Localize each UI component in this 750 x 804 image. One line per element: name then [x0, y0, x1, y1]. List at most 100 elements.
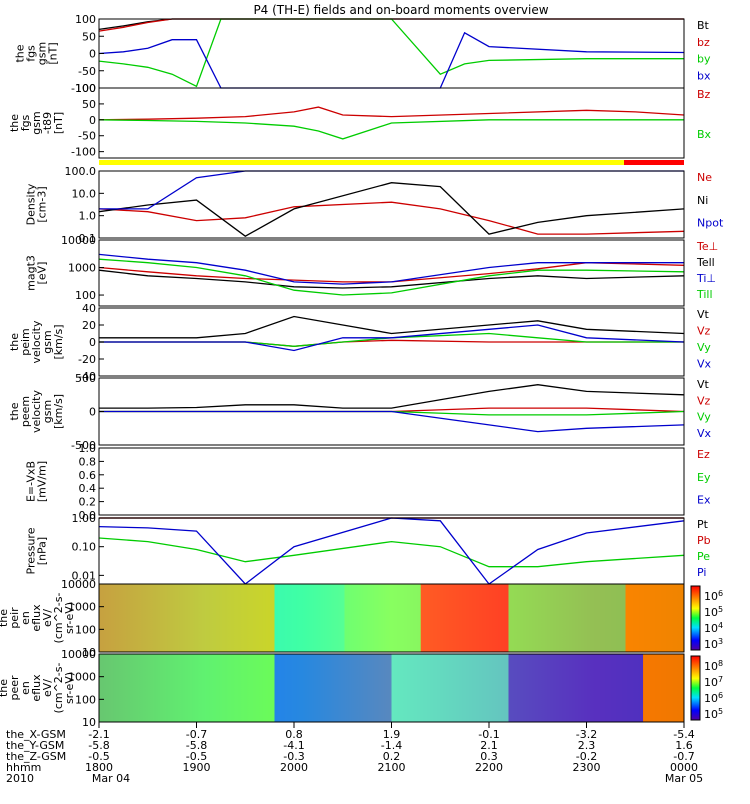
ytick-label: 100.0	[65, 165, 97, 178]
ytick-label: -50	[78, 65, 96, 78]
ytick-label: 100	[75, 289, 96, 302]
footer-value: 2300	[573, 761, 601, 774]
ylabel-line: Density	[25, 183, 38, 225]
colorbar-tick: 107	[704, 675, 723, 689]
ylabel-line: [km/s]	[52, 394, 65, 429]
footer-value: -0.2	[576, 750, 597, 763]
legend-Vy: Vy	[697, 411, 711, 424]
footer-value: -5.8	[186, 739, 207, 752]
series-line-Bx	[98, 119, 684, 140]
panel-6: 1.00.80.60.40.20.0 E=-VxB[mV/m] Ez Ey Ex	[25, 442, 711, 522]
ylabel-line: Pressure	[25, 527, 38, 574]
legend-Ne: Ne	[697, 171, 712, 184]
legend-Pi: Pi	[697, 566, 706, 579]
spectrogram-band	[391, 654, 509, 722]
spectrogram-band	[274, 584, 345, 652]
ylabel-line: [km/s]	[52, 324, 65, 359]
ylabel-line: [eV]	[36, 262, 49, 285]
legend-Till: Till	[696, 288, 713, 301]
series-line-Ti⊥	[98, 253, 684, 285]
ytick-label: 100	[75, 623, 96, 636]
series-line-Ni	[98, 182, 685, 237]
spectrogram-band	[643, 654, 684, 722]
ytick-label: 10000	[61, 234, 96, 247]
footer-label-y: the_Y-GSM	[6, 739, 64, 752]
footer-label-x: the_X-GSM	[6, 728, 66, 741]
footer-value: 1.9	[383, 728, 401, 741]
panel-frame	[98, 18, 685, 89]
ylabel-line: [cm-3]	[36, 186, 49, 222]
data-mode-bar	[99, 160, 684, 165]
series-line-Vz	[99, 339, 684, 347]
ylabel-line: (cm^2-s-	[52, 593, 65, 644]
colorbar-tick: 104	[704, 621, 723, 635]
legend-bz: bz	[697, 36, 710, 49]
panel-9: 10000 1000 100 10 thepeerenefluxeV/(cm^2-s-s…	[0, 648, 723, 729]
panel-frame	[98, 517, 685, 585]
ytick-label: 0	[89, 48, 96, 61]
legend-Pb: Pb	[697, 534, 711, 547]
ytick-label: 0	[89, 114, 96, 127]
panel-frame	[98, 447, 685, 516]
ytick-label: 50	[82, 98, 96, 111]
panel-frame	[98, 170, 685, 239]
ytick-label: 100	[75, 13, 96, 26]
legend-Tell: Tell	[696, 256, 715, 269]
spectrogram-band	[508, 654, 644, 722]
colorbar-tick: 106	[704, 691, 723, 705]
legend-by: by	[697, 53, 711, 66]
ylabel-line: eflux	[30, 604, 43, 632]
footer-value: -4.1	[283, 739, 304, 752]
footer-end-date: Mar 05	[665, 772, 703, 785]
footer-value: 0.3	[480, 750, 498, 763]
ytick-label: 10000	[61, 648, 96, 661]
footer-value: 1900	[183, 761, 211, 774]
footer-columns: -2.1-5.8-0.51800-0.7-5.8-0.519000.8-4.1-…	[85, 722, 698, 774]
ytick-label: -100	[71, 146, 96, 159]
ytick-label: 0.10	[72, 541, 97, 554]
ylabel-line: velocity	[30, 390, 43, 433]
series-line-Npot	[99, 170, 684, 210]
legend-Ni: Ni	[697, 194, 708, 207]
ytick-label: 0	[89, 336, 96, 349]
ytick-label: -500	[71, 439, 96, 452]
legend-Te⊥: Te⊥	[696, 240, 718, 253]
legend-Vy: Vy	[697, 341, 711, 354]
legend-Bx: Bx	[697, 128, 712, 141]
series-line-bx	[98, 31, 685, 89]
series-line-by	[98, 18, 684, 88]
legend-Vx: Vx	[697, 358, 712, 371]
footer-label-year: 2010	[6, 772, 34, 785]
footer-value: -5.4	[673, 728, 694, 741]
footer-label-z: the_Z-GSM	[6, 750, 66, 763]
series-line-bz	[98, 18, 684, 32]
ylabel-line: gsm	[41, 330, 54, 353]
ytick-label: 100	[75, 82, 96, 95]
footer-value: -3.2	[576, 728, 597, 741]
legend-Ez: Ez	[697, 448, 710, 461]
ylabel-line: the	[8, 402, 21, 420]
ylabel-line: magt3	[25, 255, 38, 291]
ytick-label: 0.6	[79, 469, 97, 482]
ytick-label: 100	[75, 693, 96, 706]
colorbar	[690, 655, 701, 721]
ylabel-line: gsm	[36, 42, 49, 65]
series-line-Till	[98, 258, 685, 296]
footer-start-date: Mar 04	[92, 772, 130, 785]
panel-frame	[98, 583, 685, 653]
ytick-label: 0.2	[79, 496, 97, 509]
ytick-label: 10000	[61, 578, 96, 591]
footer-value: 0.8	[285, 728, 303, 741]
legend-Ti⊥: Ti⊥	[696, 272, 716, 285]
ylabel-line: sr-eV)	[63, 602, 76, 634]
ylabel-line: fgs	[25, 45, 38, 62]
legend-Pt: Pt	[697, 518, 709, 531]
ylabel-line: the	[8, 333, 21, 351]
legend-bx: bx	[697, 70, 711, 83]
colorbar-tick: 103	[704, 637, 723, 651]
legend-Npot: Npot	[697, 217, 724, 230]
